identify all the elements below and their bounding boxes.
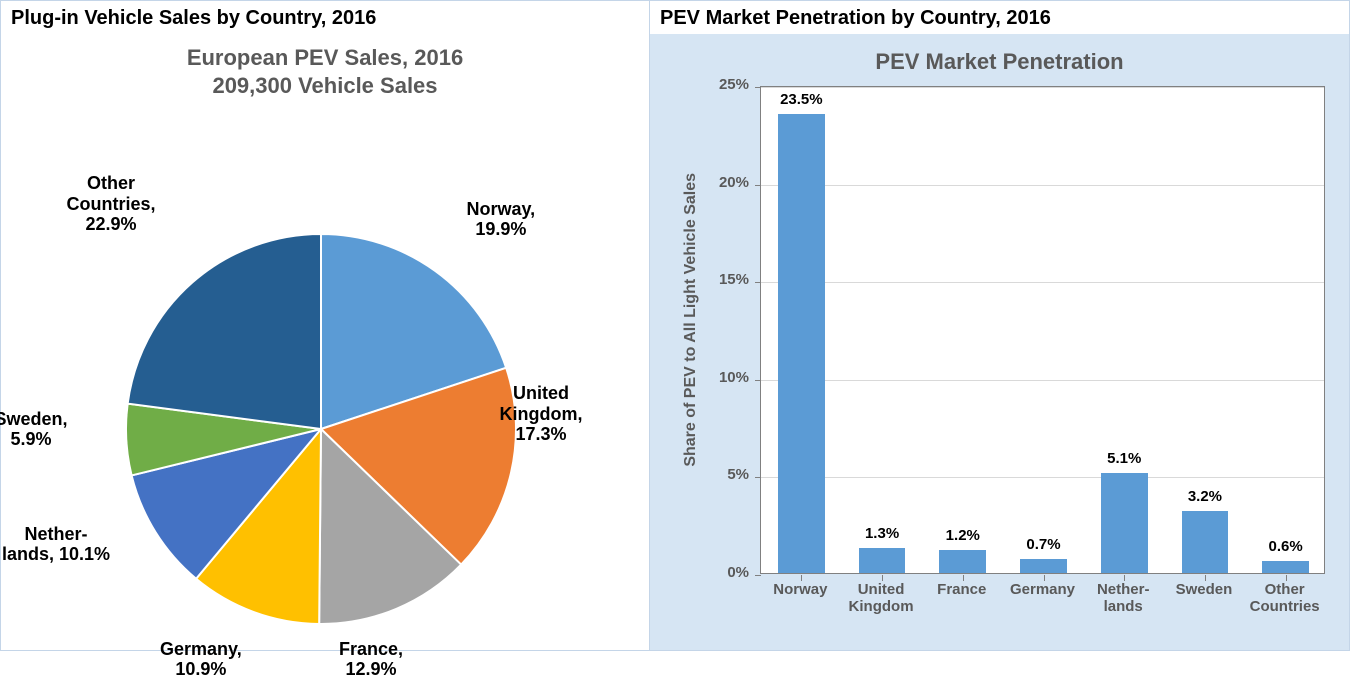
pie-title-line2: 209,300 Vehicle Sales bbox=[1, 72, 649, 100]
yaxis-title: Share of PEV to All Light Vehicle Sales bbox=[682, 125, 700, 515]
bar-value-label: 5.1% bbox=[1107, 450, 1141, 467]
pie-chart-title: European PEV Sales, 2016 209,300 Vehicle… bbox=[1, 44, 649, 99]
pie-panel: Plug-in Vehicle Sales by Country, 2016 E… bbox=[0, 0, 650, 651]
bar-other-countries bbox=[1262, 561, 1309, 573]
ytick-label: 10% bbox=[699, 369, 749, 386]
ytick-label: 0% bbox=[699, 564, 749, 581]
gridline bbox=[761, 185, 1324, 186]
bar-france bbox=[939, 550, 986, 573]
xtick-label: United Kingdom bbox=[836, 582, 927, 615]
bar-united-kingdom bbox=[859, 548, 906, 573]
gridline bbox=[761, 282, 1324, 283]
pie-label-france: France, 12.9% bbox=[339, 639, 403, 680]
ytick-mark bbox=[755, 282, 761, 283]
ytick-mark bbox=[755, 575, 761, 576]
bar-chart: 23.5% 1.3% 1.2% 0.7% 5.1% 3.2% 0.6% 0% 5% 10% 15% 2… bbox=[650, 1, 1349, 650]
pie-section-title: Plug-in Vehicle Sales by Country, 2016 bbox=[1, 1, 649, 34]
dashboard: Plug-in Vehicle Sales by Country, 2016 E… bbox=[0, 0, 1350, 651]
bar-value-label: 0.7% bbox=[1026, 536, 1060, 553]
pie-slice-other-countries bbox=[128, 234, 321, 429]
gridline bbox=[761, 380, 1324, 381]
xtick-label: Sweden bbox=[1159, 582, 1250, 599]
ytick-mark bbox=[755, 87, 761, 88]
bar-panel: PEV Market Penetration by Country, 2016 … bbox=[650, 0, 1350, 651]
gridline bbox=[761, 477, 1324, 478]
bar-value-label: 0.6% bbox=[1269, 538, 1303, 555]
ytick-label: 5% bbox=[699, 466, 749, 483]
ytick-label: 15% bbox=[699, 271, 749, 288]
ytick-mark bbox=[755, 185, 761, 186]
xtick-label: Nether- lands bbox=[1078, 582, 1169, 615]
pie-label-netherlands: Nether- lands, 10.1% bbox=[2, 524, 110, 565]
ytick-label: 20% bbox=[699, 174, 749, 191]
gridline bbox=[761, 87, 1324, 88]
xtick-label: Germany bbox=[997, 582, 1088, 599]
bar-value-label: 23.5% bbox=[780, 91, 823, 108]
xtick-label: Other Countries bbox=[1239, 582, 1330, 615]
bar-norway bbox=[778, 114, 825, 573]
bar-sweden bbox=[1182, 511, 1229, 573]
pie-label-united-kingdom: United Kingdom, 17.3% bbox=[500, 383, 583, 445]
bar-value-label: 1.3% bbox=[865, 525, 899, 542]
pie-label-sweden: Sweden, 5.9% bbox=[0, 409, 68, 450]
bar-nether-lands bbox=[1101, 473, 1148, 573]
bar-value-label: 3.2% bbox=[1188, 488, 1222, 505]
pie-label-norway: Norway, 19.9% bbox=[467, 199, 536, 240]
ytick-mark bbox=[755, 477, 761, 478]
bar-plot-area: 23.5% 1.3% 1.2% 0.7% 5.1% 3.2% 0.6% bbox=[760, 86, 1325, 574]
bar-germany bbox=[1020, 559, 1067, 573]
xtick-label: France bbox=[916, 582, 1007, 599]
ytick-label: 25% bbox=[699, 76, 749, 93]
xtick-label: Norway bbox=[755, 582, 846, 599]
pie-label-other-countries: Other Countries, 22.9% bbox=[67, 173, 156, 235]
pie-title-line1: European PEV Sales, 2016 bbox=[1, 44, 649, 72]
ytick-mark bbox=[755, 380, 761, 381]
bar-value-label: 1.2% bbox=[946, 527, 980, 544]
pie-area: Norway, 19.9%United Kingdom, 17.3%France… bbox=[1, 99, 649, 659]
pie-label-germany: Germany, 10.9% bbox=[160, 639, 242, 680]
